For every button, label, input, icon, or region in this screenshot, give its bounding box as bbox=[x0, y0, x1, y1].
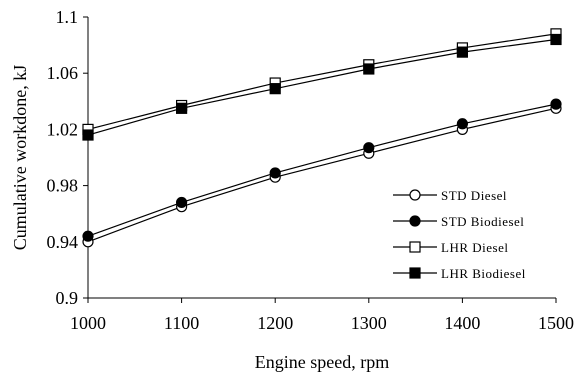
data-point bbox=[269, 167, 281, 179]
legend-item: STD Diesel bbox=[393, 188, 507, 203]
series-line bbox=[87, 38, 557, 136]
legend-label: STD Biodiesel bbox=[441, 214, 524, 229]
series-line bbox=[87, 103, 557, 237]
x-tick-label: 1200 bbox=[257, 313, 293, 333]
series-line bbox=[87, 33, 557, 130]
data-point bbox=[176, 102, 188, 114]
axes bbox=[87, 17, 556, 299]
y-tick-label: 1.06 bbox=[47, 63, 79, 83]
x-tick-label: 1500 bbox=[538, 313, 574, 333]
legend-marker bbox=[409, 241, 421, 253]
y-tick-label: 1.02 bbox=[47, 119, 79, 139]
data-point bbox=[82, 230, 94, 242]
series-lhr-biodiesel bbox=[82, 33, 562, 141]
data-point bbox=[550, 33, 562, 46]
x-tick-label: 1000 bbox=[70, 313, 106, 333]
legend-marker bbox=[409, 267, 421, 279]
y-axis-title: Cumulative workdone, kJ bbox=[10, 65, 30, 250]
data-series bbox=[82, 28, 562, 248]
y-axis-ticks: 0.9 0.94 0.98 1.02 1.06 1.1 bbox=[47, 7, 88, 308]
legend-label: LHR Biodiesel bbox=[441, 266, 526, 281]
data-point bbox=[363, 63, 375, 75]
data-point bbox=[456, 46, 468, 58]
x-tick-label: 1300 bbox=[351, 313, 387, 333]
series-std-biodiesel bbox=[82, 98, 562, 242]
data-point bbox=[550, 98, 562, 110]
x-tick-label: 1100 bbox=[164, 313, 199, 333]
legend: STD Diesel STD Biodiesel LHR Diesel LHR Bio… bbox=[393, 188, 526, 281]
x-axis-ticks: 1000 1100 1200 1300 1400 1500 bbox=[70, 298, 574, 333]
data-point bbox=[363, 142, 375, 154]
legend-item: STD Biodiesel bbox=[393, 214, 524, 229]
x-axis-title: Engine speed, rpm bbox=[255, 352, 389, 372]
legend-marker bbox=[409, 189, 421, 201]
y-tick-label: 1.1 bbox=[56, 7, 79, 27]
data-point bbox=[176, 196, 188, 209]
data-point bbox=[82, 129, 94, 141]
legend-item: LHR Biodiesel bbox=[393, 266, 526, 281]
y-tick-label: 0.98 bbox=[47, 176, 79, 196]
legend-item: LHR Diesel bbox=[393, 240, 508, 255]
legend-marker bbox=[409, 215, 421, 227]
legend-label: LHR Diesel bbox=[441, 240, 508, 255]
series-line bbox=[87, 107, 557, 243]
y-tick-label: 0.9 bbox=[56, 288, 79, 308]
legend-label: STD Diesel bbox=[441, 188, 507, 203]
data-point bbox=[269, 83, 281, 95]
x-tick-label: 1400 bbox=[444, 313, 480, 333]
y-tick-label: 0.94 bbox=[47, 232, 79, 252]
data-point bbox=[456, 118, 468, 130]
